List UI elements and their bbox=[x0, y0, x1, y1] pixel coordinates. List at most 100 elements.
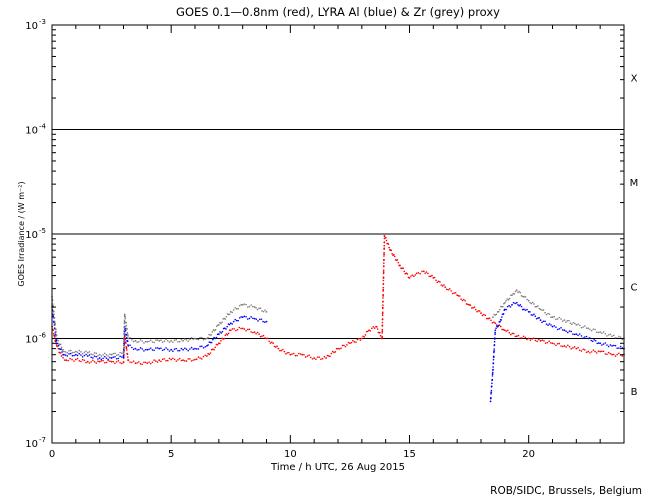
data-point bbox=[580, 350, 583, 352]
data-point bbox=[489, 400, 492, 403]
data-point bbox=[533, 313, 535, 315]
flare-class-labels: B C M X bbox=[630, 73, 639, 398]
data-point bbox=[547, 324, 549, 327]
data-point bbox=[604, 353, 607, 355]
data-point bbox=[215, 336, 218, 339]
data-point bbox=[64, 351, 67, 353]
data-point bbox=[569, 322, 572, 325]
data-point bbox=[474, 308, 477, 311]
data-point bbox=[74, 350, 77, 353]
data-point bbox=[514, 302, 516, 305]
data-point bbox=[267, 337, 269, 340]
chart-title: GOES 0.1—0.8nm (red), LYRA Al (blue) & Z… bbox=[176, 5, 500, 19]
data-point bbox=[237, 319, 239, 322]
data-point bbox=[217, 323, 220, 326]
data-point bbox=[350, 341, 353, 344]
data-point bbox=[144, 340, 147, 343]
data-point bbox=[512, 301, 515, 304]
data-point bbox=[117, 353, 120, 356]
data-point bbox=[483, 313, 485, 316]
data-point bbox=[229, 329, 232, 332]
flare-threshold-lines bbox=[52, 129, 624, 339]
x-axis: 0 5 10 15 20 bbox=[49, 25, 625, 460]
data-point bbox=[213, 336, 215, 339]
data-point bbox=[241, 316, 244, 319]
data-point bbox=[612, 334, 615, 337]
data-point bbox=[344, 345, 347, 348]
data-point bbox=[492, 358, 495, 361]
data-point bbox=[98, 357, 101, 359]
data-point bbox=[115, 358, 118, 360]
data-point bbox=[570, 330, 573, 333]
data-point bbox=[166, 340, 169, 342]
data-point bbox=[563, 329, 566, 332]
data-point bbox=[606, 335, 608, 337]
data-point bbox=[122, 361, 125, 363]
data-point bbox=[381, 314, 384, 317]
data-point bbox=[589, 328, 591, 331]
data-point bbox=[161, 349, 164, 352]
data-point bbox=[224, 334, 227, 337]
data-point bbox=[550, 324, 552, 326]
data-point bbox=[63, 353, 65, 356]
data-point bbox=[571, 323, 573, 325]
data-point bbox=[119, 355, 121, 358]
data-point bbox=[534, 306, 537, 308]
data-point bbox=[62, 356, 64, 359]
data-point bbox=[125, 336, 128, 339]
data-point bbox=[476, 310, 478, 313]
data-point bbox=[577, 334, 579, 337]
data-point bbox=[122, 354, 125, 357]
data-point bbox=[86, 351, 89, 354]
data-point bbox=[597, 350, 600, 352]
data-point bbox=[572, 321, 575, 324]
data-point bbox=[250, 304, 252, 306]
data-point bbox=[459, 295, 461, 297]
data-point bbox=[491, 375, 494, 377]
data-point bbox=[444, 286, 447, 289]
data-point bbox=[519, 337, 521, 339]
data-point bbox=[83, 359, 86, 362]
data-point bbox=[270, 341, 273, 343]
data-point bbox=[206, 337, 208, 340]
data-point bbox=[280, 349, 283, 352]
data-point bbox=[252, 305, 254, 308]
data-point bbox=[207, 352, 209, 355]
data-point bbox=[234, 307, 237, 309]
data-point bbox=[410, 275, 412, 277]
data-point bbox=[175, 338, 178, 341]
data-point bbox=[124, 317, 127, 320]
data-point bbox=[71, 351, 74, 354]
data-point bbox=[493, 348, 496, 350]
data-point bbox=[149, 339, 152, 341]
data-point bbox=[235, 308, 238, 310]
data-point bbox=[533, 303, 535, 305]
data-point bbox=[163, 357, 166, 360]
data-point bbox=[262, 334, 265, 337]
data-point bbox=[396, 259, 399, 261]
data-point bbox=[250, 316, 252, 318]
data-point bbox=[114, 356, 116, 358]
y-tick-label: 10 bbox=[25, 126, 38, 137]
data-point bbox=[190, 360, 193, 362]
data-point bbox=[499, 320, 501, 323]
data-point bbox=[190, 336, 193, 339]
data-point bbox=[219, 321, 221, 324]
data-point bbox=[221, 321, 223, 323]
data-point bbox=[451, 292, 454, 295]
data-point bbox=[109, 360, 111, 363]
data-point bbox=[81, 356, 84, 358]
data-point bbox=[197, 356, 200, 358]
data-point bbox=[501, 316, 503, 318]
y-tick-exponent: -3 bbox=[39, 18, 46, 26]
data-point bbox=[153, 359, 155, 361]
data-point bbox=[616, 353, 618, 356]
data-point bbox=[112, 356, 115, 358]
data-point bbox=[197, 338, 200, 341]
data-point bbox=[59, 343, 62, 346]
data-point bbox=[73, 351, 75, 354]
data-point bbox=[494, 314, 497, 316]
data-point bbox=[234, 318, 237, 321]
data-point bbox=[123, 337, 125, 339]
data-point bbox=[397, 261, 400, 264]
